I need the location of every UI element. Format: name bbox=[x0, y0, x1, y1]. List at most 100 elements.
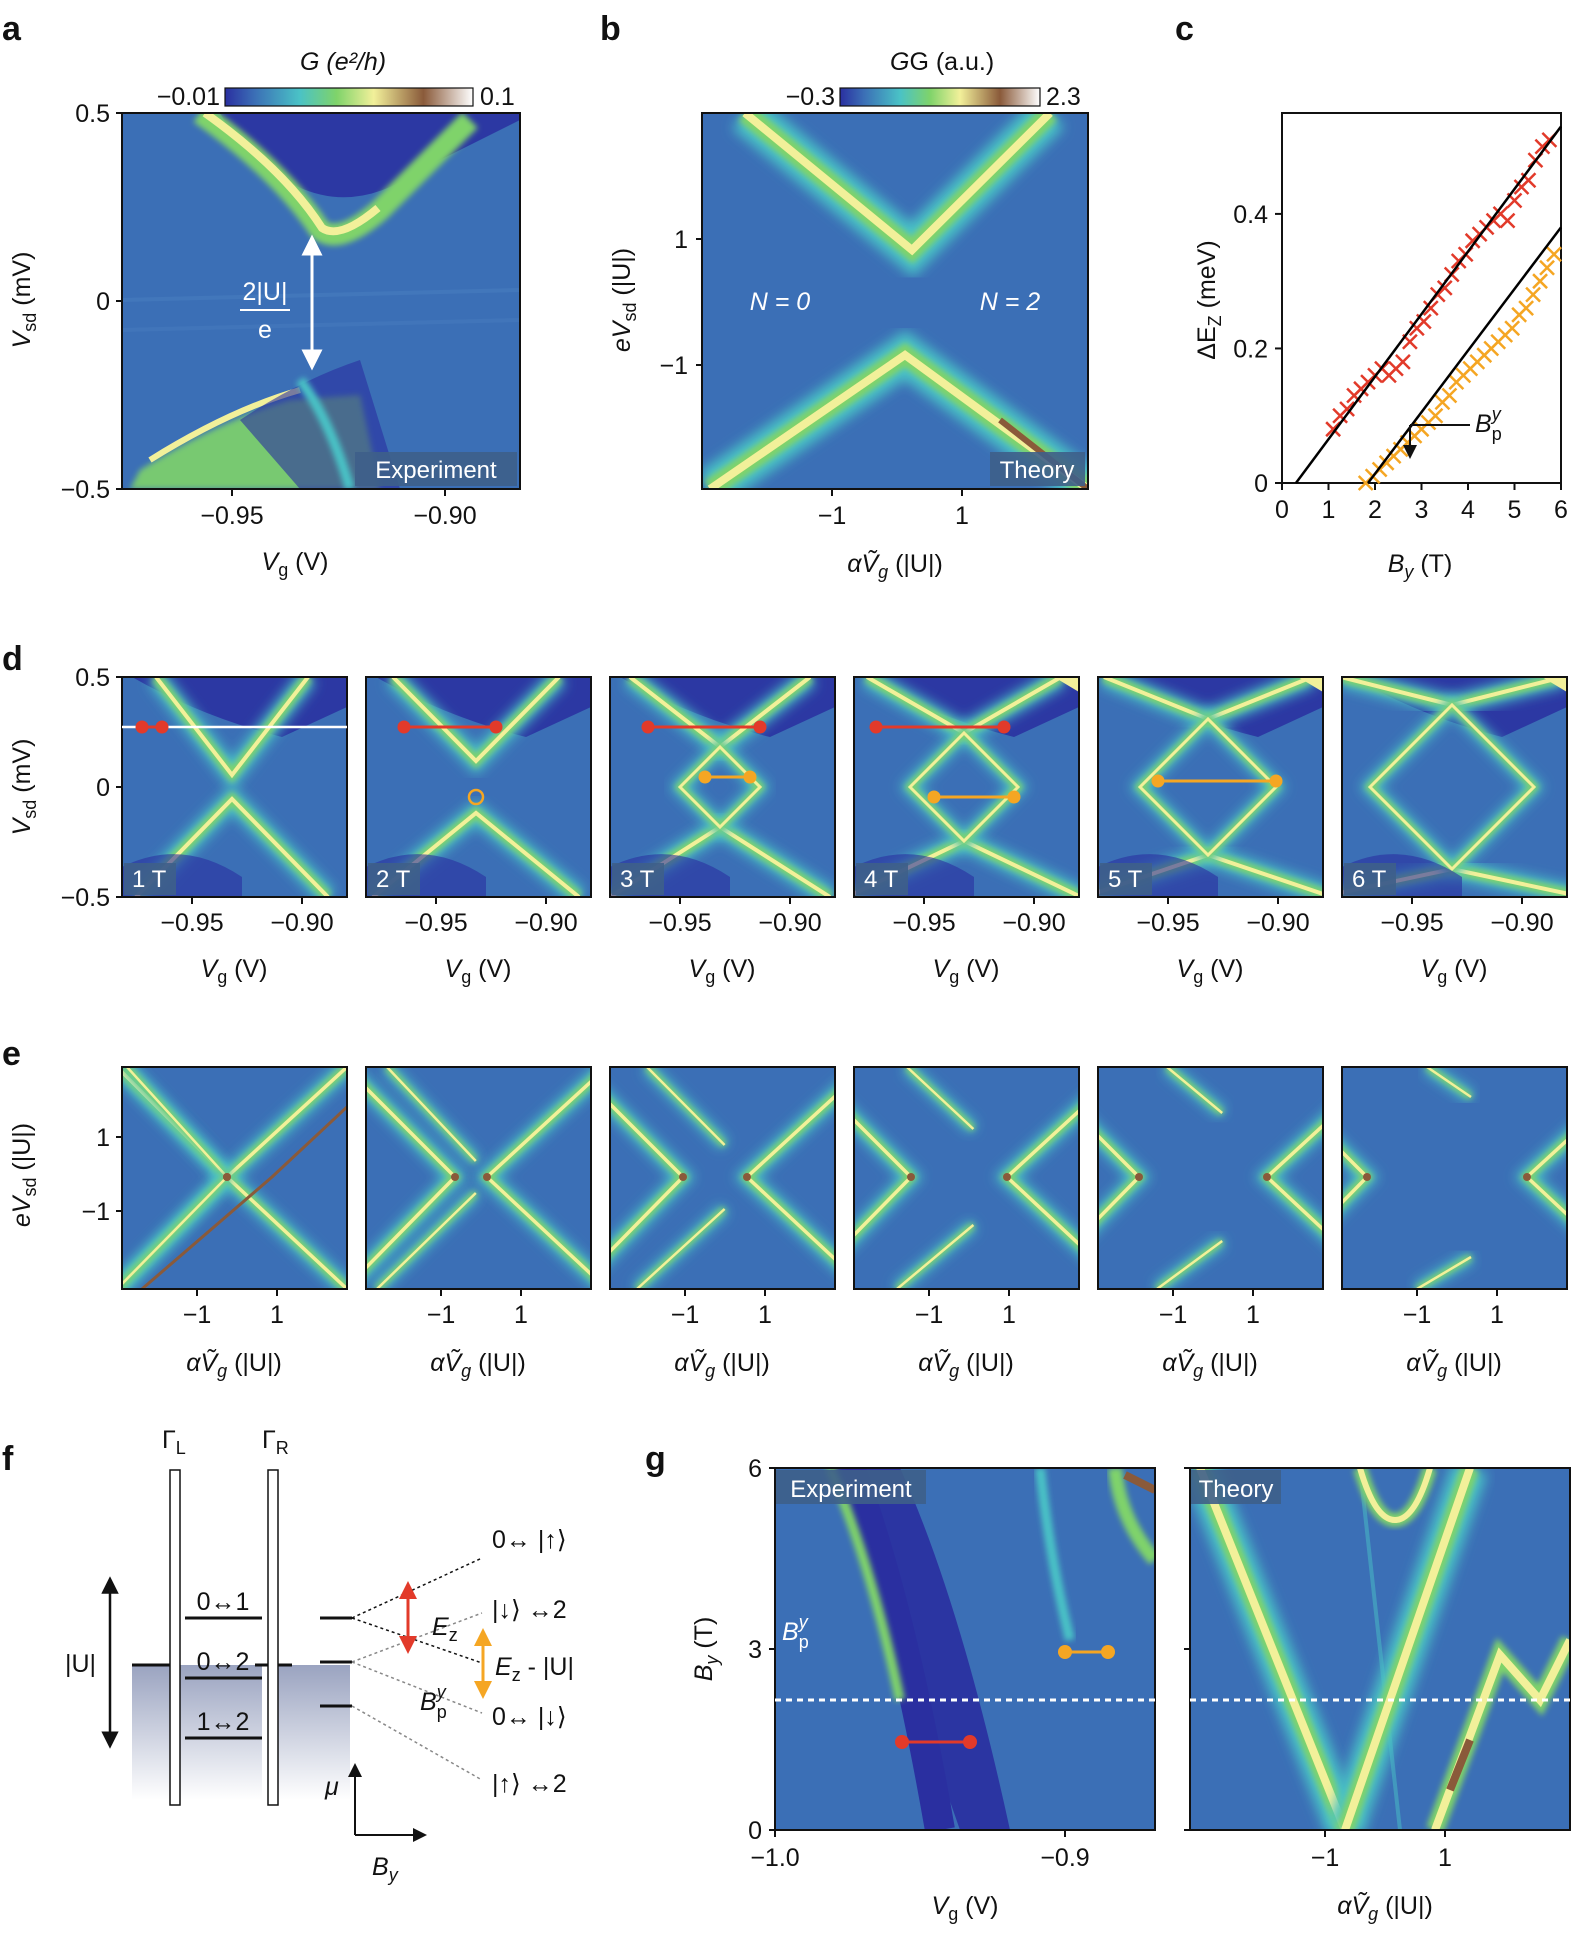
d-red-marker bbox=[641, 720, 655, 734]
panel-letter-a: a bbox=[2, 10, 22, 48]
colorbar-b-min: −0.3 bbox=[786, 83, 835, 111]
e-map-1 bbox=[366, 1067, 591, 1289]
c-fit-line-2 bbox=[1294, 125, 1563, 484]
d-xtick: −0.95 bbox=[1380, 909, 1443, 937]
e-xlabel-5: αṼg (|U|) bbox=[1406, 1348, 1502, 1381]
d-xlabel-3: Vg (V) bbox=[933, 955, 1000, 987]
colorbar-a-max: 0.1 bbox=[480, 83, 515, 111]
d-xlabel-4: Vg (V) bbox=[1177, 955, 1244, 987]
c-point bbox=[1504, 320, 1521, 337]
c-ytick-0: 0 bbox=[1254, 470, 1268, 498]
g-right-xlabel: αṼg (|U|) bbox=[1337, 1891, 1433, 1924]
e-xlabel-0: αṼg (|U|) bbox=[186, 1348, 282, 1381]
c-point bbox=[1395, 354, 1411, 370]
d-red-marker bbox=[489, 720, 503, 734]
e-ylabel: eVsd (|U|) bbox=[8, 1123, 40, 1227]
panel-letter-c: c bbox=[1175, 10, 1194, 48]
tag-b: Theory bbox=[1000, 457, 1075, 484]
d-red-marker bbox=[753, 720, 767, 734]
tag-g-right: Theory bbox=[1199, 1476, 1274, 1503]
d-xtick: −0.95 bbox=[404, 909, 467, 937]
e-xtick: −1 bbox=[183, 1301, 212, 1329]
e-xtick: 1 bbox=[1490, 1301, 1504, 1329]
panel-a-ticks bbox=[116, 112, 446, 496]
b-xtick-1: 1 bbox=[955, 502, 969, 530]
u-label: |U| bbox=[65, 1650, 96, 1678]
b-xlabel: αṼg (|U|) bbox=[847, 549, 943, 582]
e-xtick: −1 bbox=[671, 1301, 700, 1329]
g-ytick-2: 0 bbox=[748, 1817, 762, 1845]
state-1: |↓⟩ ↔2 bbox=[492, 1596, 567, 1624]
c-point bbox=[1532, 273, 1548, 290]
d-ytick-0: 0.5 bbox=[75, 664, 110, 692]
d-xtick: −0.90 bbox=[1002, 909, 1065, 937]
d-orange-marker bbox=[743, 770, 757, 784]
g-ytick-1: 3 bbox=[748, 1636, 762, 1664]
d-xlabel-0: Vg (V) bbox=[201, 955, 268, 987]
e-map-2 bbox=[610, 1067, 835, 1289]
d-ytick-2: −0.5 bbox=[61, 884, 110, 912]
d-tag-4: 5 T bbox=[1108, 866, 1143, 893]
state-0: 0↔ |↑⟩ bbox=[492, 1526, 567, 1554]
e-xtick: 1 bbox=[1246, 1301, 1260, 1329]
annotation-e: e bbox=[258, 316, 272, 344]
e-xtick: −1 bbox=[915, 1301, 944, 1329]
d-xlabel-2: Vg (V) bbox=[689, 955, 756, 987]
d-orange-marker bbox=[1269, 774, 1283, 788]
d-xlabel-1: Vg (V) bbox=[445, 955, 512, 987]
state-2: 0↔ |↓⟩ bbox=[492, 1703, 567, 1731]
panel-e: −1 1 αṼg (|U|) −1 1 αṼg (|U|) −1 1 αṼg (|U|) −1 1 α… bbox=[116, 1066, 1568, 1381]
d-tag-1: 2 T bbox=[376, 866, 411, 893]
e-map-3 bbox=[854, 1067, 1079, 1289]
c-point bbox=[1525, 286, 1541, 303]
a-xlabel: Vg (V) bbox=[262, 548, 329, 580]
c-xtick-1: 1 bbox=[1322, 496, 1336, 524]
d-red-marker bbox=[397, 720, 411, 734]
level-0: 0↔1 bbox=[197, 1588, 250, 1616]
colorbar-a bbox=[224, 87, 474, 107]
d-xtick: −0.95 bbox=[1136, 909, 1199, 937]
e-xtick: 1 bbox=[1002, 1301, 1016, 1329]
c-xtick-5: 5 bbox=[1508, 496, 1522, 524]
panel-letter-g: g bbox=[645, 1440, 666, 1478]
d-map-2 bbox=[610, 677, 835, 897]
a-xtick-1: −0.90 bbox=[413, 502, 476, 530]
d-tag-0: 1 T bbox=[132, 866, 167, 893]
d-red-marker bbox=[155, 720, 169, 734]
e-xtick: −1 bbox=[1159, 1301, 1188, 1329]
gamma-l: ΓL bbox=[162, 1426, 186, 1458]
e-xlabel-4: αṼg (|U|) bbox=[1162, 1348, 1258, 1381]
d-orange-ring bbox=[467, 788, 485, 806]
d-map-0 bbox=[122, 677, 347, 897]
colorbar-b-max: 2.3 bbox=[1046, 83, 1081, 111]
d-tag-3: 4 T bbox=[864, 866, 899, 893]
level-2: 1↔2 bbox=[197, 1708, 250, 1736]
g-bp-label: Bpy bbox=[782, 1612, 809, 1652]
d-orange-marker bbox=[698, 770, 712, 784]
colorbar-b-label: GG (a.u.) bbox=[890, 48, 994, 76]
d-map-5 bbox=[1342, 677, 1567, 897]
c-xtick-0: 0 bbox=[1275, 496, 1289, 524]
d-tag-2: 3 T bbox=[620, 866, 655, 893]
c-point bbox=[1441, 387, 1458, 404]
c-xlabel: By (T) bbox=[1388, 550, 1453, 582]
d-xtick: −0.95 bbox=[160, 909, 223, 937]
panel-c: 0 1 2 3 4 5 6 0 0.2 0.4 Bpy By (T) ΔEZ (meV) bbox=[1193, 112, 1568, 582]
c-point bbox=[1436, 280, 1453, 296]
gamma-r: ΓR bbox=[262, 1426, 289, 1458]
d-ylabel: Vsd (mV) bbox=[8, 739, 40, 836]
e-map-0 bbox=[122, 1067, 347, 1289]
mu-label: μ bbox=[324, 1773, 339, 1801]
c-point bbox=[1499, 212, 1516, 229]
d-red-marker bbox=[869, 720, 883, 734]
panel-g: Experiment Bpy Theory 6 3 bbox=[690, 1455, 1571, 1924]
c-fit-line-3 bbox=[1367, 226, 1562, 484]
d-ytick-1: 0 bbox=[96, 774, 110, 802]
panel-letter-b: b bbox=[600, 10, 621, 48]
a-xtick-0: −0.95 bbox=[200, 502, 263, 530]
state-3: |↑⟩ ↔2 bbox=[492, 1770, 567, 1798]
e-xtick: −1 bbox=[1403, 1301, 1432, 1329]
d-xtick: −0.90 bbox=[270, 909, 333, 937]
d-red-marker bbox=[135, 720, 149, 734]
